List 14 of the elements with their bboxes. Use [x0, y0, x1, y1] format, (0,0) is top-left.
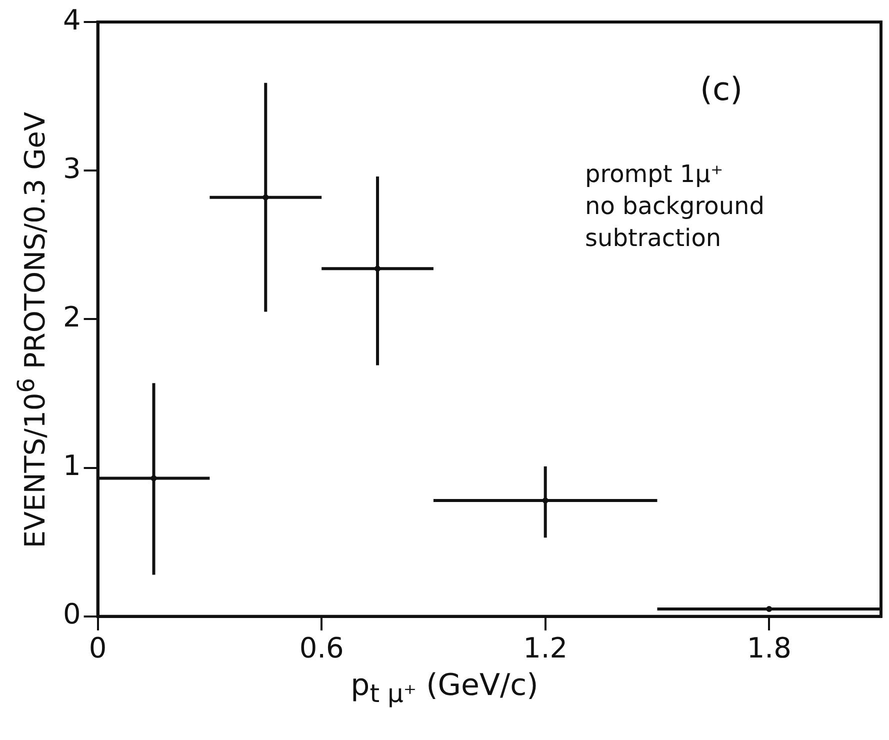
x-tick-label: 0.6	[299, 631, 344, 664]
y-tick-label: 1	[62, 449, 81, 482]
annotation: (c)	[700, 70, 743, 108]
y-tick-label: 4	[62, 3, 81, 36]
y-tick-label: 2	[62, 300, 81, 334]
annotation: subtraction	[585, 224, 722, 252]
x-tick-label: 1.8	[746, 631, 792, 664]
y-tick-label: 0	[62, 598, 81, 631]
y-tick-label: 3	[62, 152, 81, 185]
annotation: prompt 1μ⁺	[585, 160, 724, 188]
x-tick-label: 1.2	[523, 631, 568, 664]
x-tick-label: 0	[88, 631, 107, 664]
x-axis-title: p$_{t μ⁺}$ (GeV/c)	[350, 668, 540, 708]
annotation: no background	[585, 192, 764, 220]
